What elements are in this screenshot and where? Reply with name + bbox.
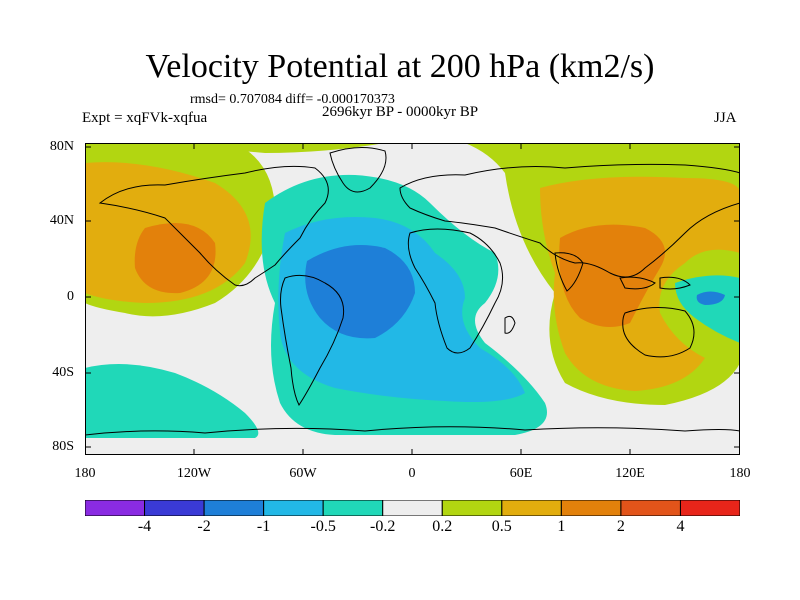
experiment-label: Expt = xqFVk-xqfua xyxy=(82,110,208,126)
colorbar-label: -0.2 xyxy=(370,518,396,535)
contour-positive-1-east xyxy=(559,224,665,327)
lon-label-120e: 120E xyxy=(615,466,645,481)
colorbar xyxy=(85,500,740,516)
lon-label-180w: 180 xyxy=(74,466,96,481)
contour-negative-1 xyxy=(305,244,415,339)
colorbar-swatch-2 xyxy=(203,500,265,516)
lon-label-60w: 60W xyxy=(289,466,317,481)
colorbar-label: -2 xyxy=(197,518,211,535)
lat-label-40n: 40N xyxy=(49,213,74,228)
contour-negative-0.2-sw xyxy=(85,364,259,438)
lat-label-80n: 80N xyxy=(49,139,74,154)
velocity-potential-map xyxy=(85,143,740,455)
colorbar-label: -1 xyxy=(256,518,271,535)
coastlines xyxy=(85,147,740,436)
colorbar-swatch-10 xyxy=(679,500,740,516)
colorbar-label: 0.5 xyxy=(491,518,512,535)
stats-text: rmsd= 0.707084 diff= -0.000170373 xyxy=(190,92,395,107)
colorbar-swatch-3 xyxy=(263,500,324,516)
lat-label-40s: 40S xyxy=(52,365,74,380)
lon-label-0: 0 xyxy=(408,466,416,481)
contour-negative-0.2-pacific xyxy=(675,275,740,343)
lat-label-80s: 80S xyxy=(52,439,74,454)
colorbar-swatch-1 xyxy=(144,500,205,516)
colorbar-label: 4 xyxy=(676,518,685,535)
contour-positive-1-west xyxy=(134,223,216,294)
lon-label-180e: 180 xyxy=(729,466,751,481)
colorbar-swatch-9 xyxy=(620,500,681,516)
colorbar-swatch-5 xyxy=(382,500,443,516)
map-frame xyxy=(85,143,740,455)
colorbar-label: 1 xyxy=(557,518,566,535)
colorbar-swatch-6 xyxy=(441,500,503,516)
colorbar-label: 0.2 xyxy=(432,518,453,535)
colorbar-swatch-8 xyxy=(560,500,622,516)
colorbar-label: 2 xyxy=(616,518,625,535)
period-label: 2696kyr BP - 0000kyr BP xyxy=(322,104,479,120)
colorbar-label: -4 xyxy=(137,518,152,535)
colorbar-swatch-0 xyxy=(85,500,146,516)
plot-title: Velocity Potential at 200 hPa (km2/s) xyxy=(145,48,655,85)
season-label: JJA xyxy=(714,110,737,126)
colorbar-swatch-7 xyxy=(501,500,562,516)
contour-negative-1-pacific xyxy=(696,291,725,305)
colorbar-swatch-4 xyxy=(322,500,384,516)
lon-label-120w: 120W xyxy=(176,466,212,481)
lon-label-60e: 60E xyxy=(509,466,533,481)
colorbar-label: -0.5 xyxy=(310,518,336,535)
lat-label-0: 0 xyxy=(67,289,74,304)
